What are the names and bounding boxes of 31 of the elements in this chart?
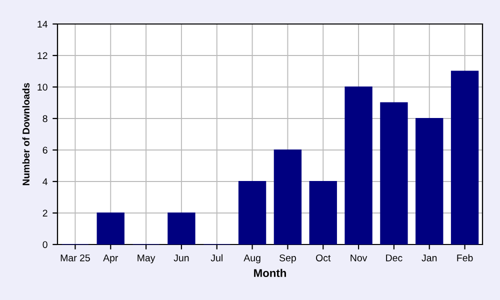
- x-tick-label: Nov: [350, 254, 368, 262]
- x-tick-label: Aug: [244, 254, 260, 264]
- bar: [416, 118, 444, 244]
- y-tick-label: 4: [42, 178, 48, 186]
- x-tick-label: Apr: [103, 254, 118, 264]
- y-tick-label: 6: [42, 146, 48, 154]
- y-tick-label: 8: [42, 115, 48, 122]
- x-tick-label: Mar 25: [60, 254, 90, 262]
- bar: [238, 180, 266, 244]
- bar: [274, 149, 302, 244]
- x-tick-label: Jan: [422, 254, 437, 262]
- x-tick-label: Dec: [386, 254, 402, 262]
- x-tick-label: Oct: [316, 254, 331, 262]
- bar: [168, 212, 196, 244]
- bar: [344, 86, 372, 244]
- x-tick-label: Jul: [210, 254, 222, 262]
- bar: [309, 180, 337, 244]
- y-tick-label: 2: [42, 210, 48, 217]
- bar: [96, 212, 124, 244]
- bar: [450, 70, 479, 244]
- x-tick-label: May: [138, 254, 156, 264]
- y-tick-label: 14: [38, 20, 48, 28]
- x-tick-label: Sep: [280, 254, 296, 264]
- bar: [380, 102, 408, 244]
- x-tick-label: Jun: [174, 254, 189, 262]
- y-tick-label: 10: [38, 84, 48, 91]
- x-tick-label: Feb: [457, 254, 473, 262]
- y-axis-title: Number of Downloads: [22, 83, 30, 186]
- x-axis-title: Month: [254, 268, 286, 277]
- y-tick-label: 12: [38, 52, 48, 60]
- y-tick-label: 0: [42, 241, 48, 248]
